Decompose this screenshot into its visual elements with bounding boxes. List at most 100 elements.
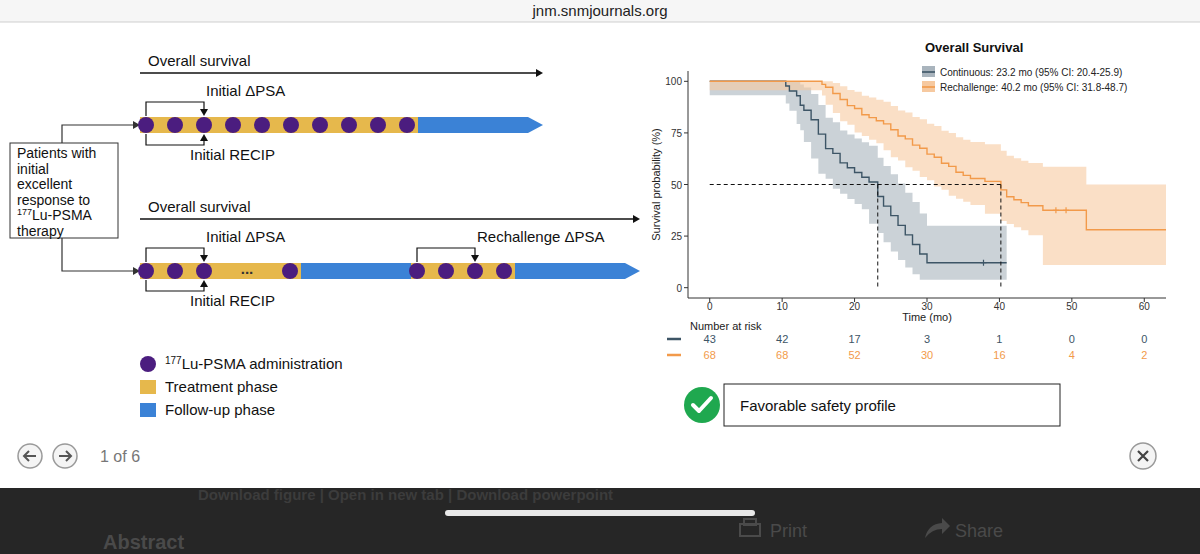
follow-up-phase — [515, 263, 625, 279]
url-bar — [0, 0, 1200, 22]
figure-panel — [0, 22, 1200, 488]
dose-marker — [438, 263, 454, 279]
risk-count: 42 — [776, 333, 788, 345]
dose-marker — [138, 263, 154, 279]
dose-marker — [370, 117, 386, 133]
treatment-phase — [411, 263, 515, 279]
print-action[interactable]: Print — [740, 519, 807, 541]
risk-count: 17 — [848, 333, 860, 345]
legend-swatch — [922, 66, 935, 77]
source-box-text: 177Lu-PSMA — [17, 207, 93, 223]
connector — [62, 238, 136, 271]
close-circle — [1130, 443, 1156, 469]
plot-area — [710, 81, 1166, 287]
arrow-icon — [24, 451, 36, 461]
legend-swatch — [922, 81, 935, 92]
risk-count: 68 — [776, 349, 788, 361]
censor-mark — [1063, 207, 1069, 213]
source-box-text: excellent — [17, 176, 72, 192]
print-icon — [744, 519, 756, 525]
arrow-head — [200, 134, 208, 141]
dose-marker — [282, 263, 298, 279]
risk-count: 30 — [921, 349, 933, 361]
risk-count: 43 — [704, 333, 716, 345]
ellipsis: ... — [241, 260, 254, 277]
risk-count: 68 — [704, 349, 716, 361]
arrow-head — [200, 109, 208, 116]
legend-text: Rechallenge: 40.2 mo (95% CI: 31.8-48.7) — [940, 82, 1127, 93]
chart-title: Overall Survival — [925, 40, 1023, 55]
x-tick-label: 20 — [849, 301, 861, 312]
bracket — [146, 280, 204, 291]
dose-marker — [167, 117, 183, 133]
follow-up-phase — [418, 117, 528, 133]
x-tick-label: 50 — [1066, 301, 1078, 312]
risk-count: 1 — [996, 333, 1002, 345]
dose-marker — [312, 117, 328, 133]
follow-up-phase — [301, 263, 411, 279]
dose-marker — [167, 263, 183, 279]
y-tick-label: 75 — [671, 128, 683, 139]
y-axis-label: Survival probability (%) — [650, 128, 662, 240]
treatment-phase — [140, 263, 301, 279]
x-axis-label: Time (mo) — [902, 311, 952, 323]
risk-row-key — [667, 338, 681, 341]
text-part: Treatment phase — [165, 378, 278, 395]
figure-links[interactable]: Download figure | Open in new tab | Down… — [198, 486, 613, 503]
page-background — [0, 0, 1200, 554]
arrow-head — [200, 280, 208, 287]
source-box — [10, 143, 118, 238]
check-icon — [693, 398, 711, 411]
median-reference-line — [710, 184, 1001, 185]
survival-curve — [710, 81, 1166, 229]
section-heading: Abstract — [103, 531, 184, 553]
dose-marker — [283, 117, 299, 133]
bracket — [417, 248, 475, 262]
bracket-label: Initial ΔPSA — [206, 228, 285, 245]
timeline-arrow — [528, 117, 543, 133]
prev-button[interactable] — [18, 444, 42, 468]
treatment-phase — [140, 117, 418, 133]
bracket-label: Initial RECIP — [190, 292, 275, 309]
median-reference-line — [1000, 185, 1001, 288]
bracket — [146, 102, 204, 116]
button-circle — [18, 444, 42, 468]
text-part: Follow-up phase — [165, 401, 275, 418]
button-circle — [53, 444, 77, 468]
risk-count: 4 — [1069, 349, 1075, 361]
legend-dose-marker — [140, 356, 156, 372]
x-tick-label: 40 — [994, 301, 1006, 312]
legend-phase-swatch — [140, 380, 156, 394]
y-tick-label: 100 — [665, 76, 682, 87]
page: jnm.snmjournals.org1 of 6Download figure… — [0, 0, 1200, 554]
superscript: 177 — [17, 207, 32, 217]
legend-text: Continuous: 23.2 mo (95% CI: 20.4-25.9) — [940, 67, 1122, 78]
timeline-label: Overall survival — [148, 198, 251, 215]
y-tick — [684, 236, 688, 237]
median-reference-line — [877, 185, 878, 288]
pager-text: 1 of 6 — [100, 448, 140, 465]
bracket — [146, 248, 204, 262]
close-button[interactable] — [1130, 443, 1156, 469]
x-tick-label: 0 — [707, 301, 713, 312]
y-tick — [684, 184, 688, 185]
connector — [62, 125, 136, 143]
superscript: 177 — [165, 355, 182, 366]
y-tick-label: 0 — [676, 283, 682, 294]
source-box-text: Patients with — [17, 145, 96, 161]
share-action[interactable]: Share — [925, 518, 1003, 541]
next-button[interactable] — [53, 444, 77, 468]
dose-marker — [467, 263, 483, 279]
dose-marker — [138, 117, 154, 133]
legend-swatch-line — [922, 71, 935, 73]
diagram-legend-text: Follow-up phase — [165, 401, 275, 418]
share-icon — [925, 518, 950, 538]
dose-marker — [196, 117, 212, 133]
arrow-head — [471, 255, 479, 262]
check-badge — [684, 387, 720, 423]
source-box-text: therapy — [17, 223, 64, 239]
y-tick-label: 50 — [671, 180, 683, 191]
arrow-head — [633, 215, 640, 223]
source-box-text: initial — [17, 161, 49, 177]
source-box-text: response to — [17, 192, 90, 208]
